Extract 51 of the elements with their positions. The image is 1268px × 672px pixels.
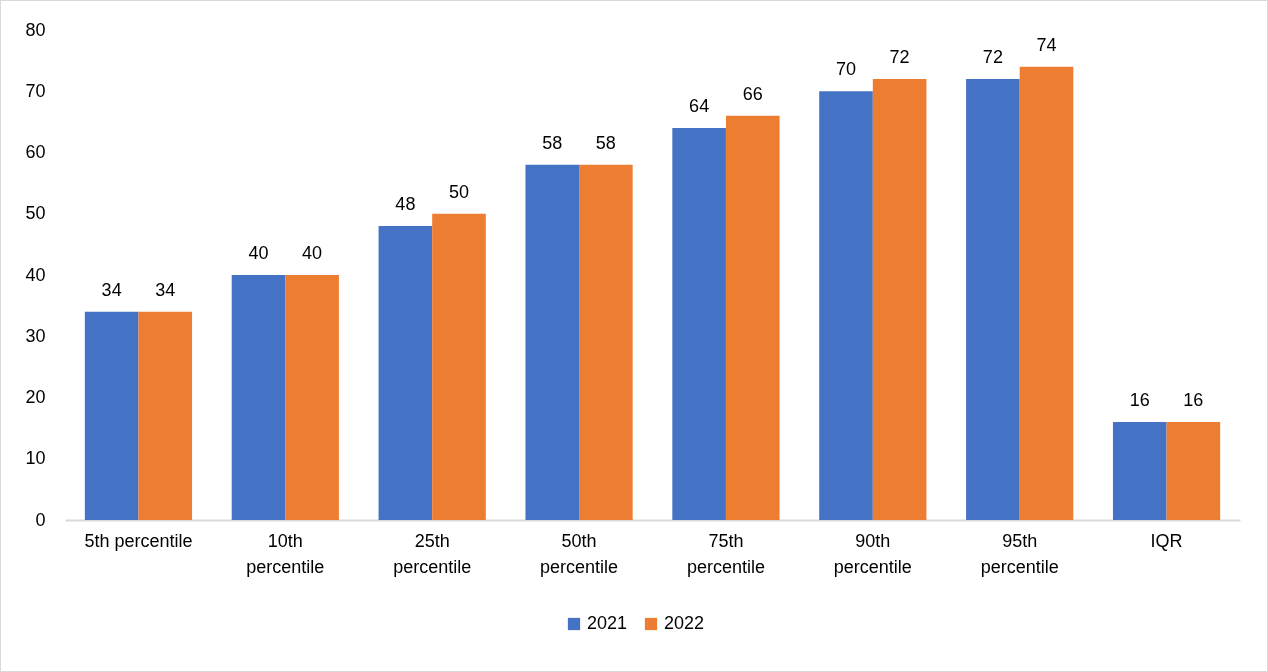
bar [84,311,139,520]
bar [966,79,1020,520]
y-tick-label: 70 [25,80,46,101]
x-tick-label: 10th percentile [246,530,325,577]
bar [1166,422,1221,520]
bar [579,164,633,520]
data-label: 16 [1183,390,1204,410]
data-label: 40 [302,243,323,263]
x-tick-label: 5th percentile [84,530,193,551]
bar [432,213,486,520]
legend-label: 2021 [587,613,628,633]
y-tick-label: 30 [25,325,46,346]
bar [1019,66,1074,520]
x-tick-label: 75th percentile [686,530,765,577]
legend-label: 2022 [664,613,705,633]
data-label: 72 [889,47,910,67]
data-label: 16 [1129,390,1150,410]
x-tick-label: 90th percentile [833,530,912,577]
y-tick-label: 0 [35,509,46,530]
bar [1112,422,1167,520]
y-tick-label: 80 [25,19,46,40]
data-label: 34 [155,279,176,300]
bar [378,226,433,520]
bar [672,128,726,520]
data-label: 66 [742,83,763,104]
bar [725,115,780,520]
data-label: 40 [248,243,269,263]
data-label: 58 [542,132,563,153]
y-tick-label: 50 [25,203,46,224]
x-tick-label: 95th percentile [980,530,1059,577]
bar [231,275,286,520]
y-tick-label: 40 [25,264,46,285]
bar [138,311,193,520]
data-label: 74 [1036,34,1057,55]
data-label: 48 [395,194,416,214]
x-tick-label: IQR [1150,530,1183,551]
data-label: 34 [101,279,122,300]
data-label: 64 [689,96,710,116]
x-tick-label: 50th percentile [540,530,619,577]
data-label: 72 [982,47,1003,67]
x-tick-label: 25th percentile [393,530,472,577]
y-tick-label: 10 [25,448,46,469]
data-label: 58 [595,132,616,153]
y-tick-label: 20 [25,387,46,407]
data-label: 70 [835,59,857,80]
bar [819,91,873,520]
bar [872,79,927,520]
y-tick-label: 60 [25,142,46,162]
bar [525,164,580,520]
data-label: 50 [448,181,470,202]
bar [285,275,339,520]
